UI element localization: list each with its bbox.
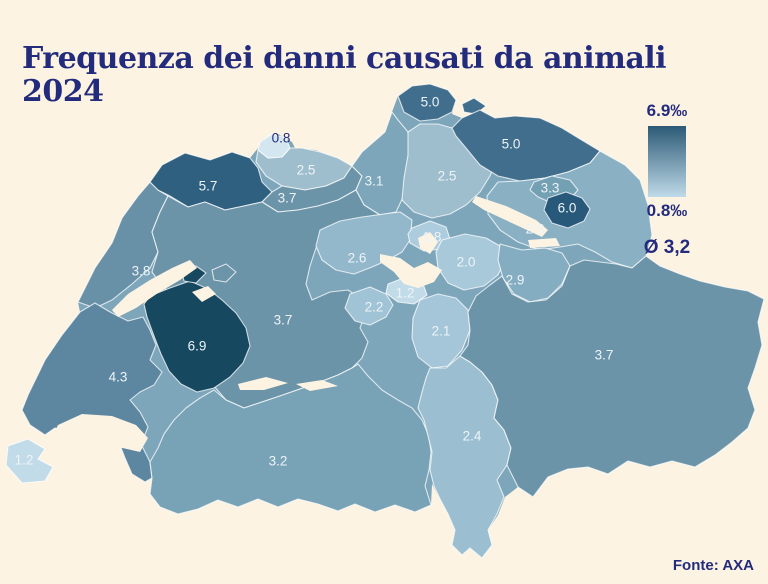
canton-value-ow: 2.2	[365, 300, 384, 315]
canton-ge	[5, 438, 54, 484]
canton-value-so: 3.7	[278, 191, 297, 206]
legend-max-label: 6.9‰	[646, 101, 688, 120]
lake	[418, 232, 438, 254]
canton-value-lu: 2.6	[348, 251, 367, 266]
canton-value-gl: 2.9	[506, 273, 525, 288]
canton-gl	[497, 243, 571, 303]
canton-value-bs: 0.8	[272, 131, 291, 146]
canton-value-zh: 2.5	[438, 169, 457, 184]
canton-value-ne: 3.8	[132, 264, 151, 279]
canton-value-ur: 2.1	[432, 324, 451, 339]
canton-gr	[459, 255, 765, 498]
canton-value-zg: 1.8	[423, 230, 442, 245]
legend-min-label: 0.8‰	[646, 201, 688, 220]
canton-value-vd: 4.3	[109, 370, 128, 385]
lake	[55, 414, 148, 452]
canton-value-vs: 3.2	[269, 454, 288, 469]
canton-value-be: 3.7	[274, 313, 293, 328]
source-label: Fonte: AXA	[672, 557, 754, 574]
canton-vs	[149, 363, 432, 515]
canton-value-sz: 2.0	[457, 255, 476, 270]
canton-value-bl: 2.5	[297, 163, 316, 178]
lake	[112, 260, 197, 317]
canton-value-fr: 6.9	[188, 339, 207, 354]
canton-value-sg: 2.8	[526, 222, 545, 237]
lake	[380, 254, 442, 288]
canton-value-ai: 6.0	[558, 201, 577, 216]
lake	[296, 380, 338, 391]
page-title: Frequenza dei danni causati da animali 2…	[22, 41, 667, 110]
legend-gradient-bar	[648, 126, 686, 197]
canton-value-ag: 3.1	[365, 174, 384, 189]
canton-value-ar: 3.3	[541, 181, 560, 196]
lake	[192, 286, 216, 302]
lake	[238, 377, 288, 390]
canton-value-gr: 3.7	[595, 348, 614, 363]
canton-be	[211, 263, 237, 283]
canton-value-ju: 5.7	[199, 179, 218, 194]
lake	[472, 196, 548, 237]
canton-value-sh: 5.0	[421, 95, 440, 110]
canton-sh	[397, 83, 457, 122]
color-legend: 6.9‰ 0.8‰ Ø 3,2	[637, 101, 697, 259]
canton-ow	[344, 286, 394, 326]
canton-bs	[257, 133, 291, 159]
canton-ur	[411, 293, 471, 369]
canton-value-tg: 5.0	[502, 137, 521, 152]
canton-sz	[435, 233, 506, 291]
canton-ai	[543, 191, 591, 229]
lake	[528, 238, 560, 248]
legend-average-label: Ø 3,2	[643, 237, 691, 258]
canton-value-nw: 1.2	[396, 286, 415, 301]
canton-value-ti: 2.4	[463, 429, 482, 444]
canton-value-ge: 1.2	[15, 453, 34, 468]
